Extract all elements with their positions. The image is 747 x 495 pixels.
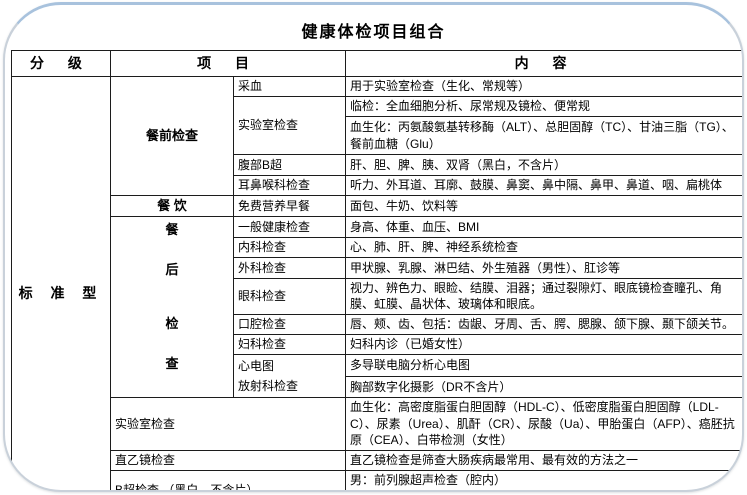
item-lab-exam: 实验室检查 (109, 397, 347, 451)
item-free-breakfast: 免费营养早餐 (232, 195, 347, 217)
item-gynecology-exam: 妇科检查 (232, 334, 347, 356)
header-grade: 分 级 (11, 50, 111, 77)
header-item: 项 目 (109, 50, 347, 77)
content-ecg: 多导联电脑分析心电图 (345, 354, 742, 377)
content-radiology-exam: 胸部数字化摄影（DR不含片） (345, 375, 742, 399)
table-row: 餐 饮 免费营养早餐 面包、牛奶、饮料等 (12, 195, 742, 217)
table-row: 耳鼻喉科检查 听力、外耳道、耳廓、鼓膜、鼻窦、鼻中隔、鼻甲、鼻道、咽、扁桃体 (12, 175, 742, 196)
content-lab-exam: 血生化：高密度脂蛋白胆固醇（HDL-C）、低密度脂蛋白胆固醇（LDL-C）、尿素… (345, 397, 742, 451)
content-oral-exam: 唇、颊、齿、包括：齿龈、牙周、舌、腭、腮腺、颌下腺、颞下颌关节。 (345, 314, 742, 336)
post-meal-char: 查 (165, 355, 179, 371)
table-row: 眼科检查 视力、辨色力、眼睑、结膜、泪器；通过裂隙灯、眼底镜检查瞳孔、角膜、虹膜… (12, 277, 742, 316)
header-row: 分 级 项 目 内 容 (11, 50, 742, 77)
content-internal-medicine: 心、肺、肝、脾、神经系统检查 (345, 236, 742, 258)
content-b-ultrasound-male: 男：前列腺超声检查（腔内） (345, 469, 742, 490)
item-sigmoidoscopy: 直乙镜检查 (109, 449, 347, 471)
table-row: 实验室检查 血生化：高密度脂蛋白胆固醇（HDL-C）、低密度脂蛋白胆固醇（LDL… (12, 397, 742, 451)
item-abdominal-ultrasound: 腹部B超 (232, 154, 347, 176)
table-row: 妇科检查 妇科内诊（已婚女性） (12, 334, 742, 356)
content-lab-clinical: 临检：全血细胞分析、尿常规及镜检、便常规 (345, 96, 742, 117)
content-sigmoidoscopy: 直乙镜检查是筛查大肠疾病最常用、最有效的方法之一 (345, 449, 742, 471)
item-general-exam: 一般健康检查 (232, 215, 347, 238)
table-row: 直乙镜检查 直乙镜检查是筛查大肠疾病最常用、最有效的方法之一 (12, 449, 742, 471)
group-meal-cell: 餐 饮 (110, 195, 234, 217)
content-lab-biochemistry: 血生化：丙氨酸氨基转移酶（ALT）、总胆固醇（TC）、甘油三脂（TG）、餐前血糖… (345, 116, 742, 155)
table-row: 餐 后 检 查 一般健康检查 身高、体重、血压、BMI (12, 215, 742, 399)
table-row: 标 准 型 餐前检查 采血 用于实验室检查（生化、常规等） (11, 76, 742, 490)
content-abdominal-ultrasound: 肝、胆、脾、胰、双肾（黑白，不含片） (345, 154, 742, 176)
rounded-frame: 健康体检项目组合 分 级 项 目 内 容 标 准 型 餐前检查 采血 用于实验室… (3, 2, 744, 492)
post-meal-char: 检 (165, 315, 179, 331)
post-meal-char: 餐 (165, 221, 179, 237)
item-lab-pre-meal: 实验室检查 (232, 96, 347, 155)
item-eye-exam: 眼科检查 (232, 277, 347, 316)
group-pre-meal-cell: 餐前检查 (110, 76, 234, 196)
item-oral-exam: 口腔检查 (232, 314, 347, 336)
item-ent-exam: 耳鼻喉科检查 (232, 175, 347, 196)
content-gynecology-exam: 妇科内诊（已婚女性） (345, 334, 742, 356)
health-exam-table: 分 级 项 目 内 容 标 准 型 餐前检查 采血 用于实验室检查（生化、常规等… (11, 50, 742, 490)
item-b-ultrasound: B超检查 （黑白，不含片） (109, 469, 347, 490)
page-title: 健康体检项目组合 (301, 24, 446, 41)
content-free-breakfast: 面包、牛奶、饮料等 (345, 195, 742, 217)
post-meal-char: 后 (165, 261, 179, 277)
table-row: 外科检查 甲状腺、乳腺、淋巴结、外生殖器（男性）、肛诊等 (12, 256, 742, 279)
table-row: 心电图 放射科检查 多导联电脑分析心电图 (12, 354, 742, 399)
content-general-exam: 身高、体重、血压、BMI (345, 215, 742, 238)
item-blood-draw: 采血 (232, 76, 347, 97)
item-ecg: 心电图 (238, 359, 275, 374)
table-row: B超检查 （黑白，不含片） 男：前列腺超声检查（腔内） (12, 469, 742, 490)
content-eye-exam: 视力、辨色力、眼睑、结膜、泪器；通过裂隙灯、眼底镜检查瞳孔、角膜、虹膜、晶状体、… (345, 277, 742, 316)
item-radiology-exam: 放射科检查 (238, 379, 299, 394)
grade-standard-cell: 标 准 型 (11, 76, 111, 490)
item-internal-medicine: 内科检查 (232, 236, 347, 258)
content-b-ultrasound-female: 女：乳腺超声、盆腔超声（已婚腔内，未婚体外） (345, 489, 742, 490)
item-ecg-radiology: 心电图 放射科检查 (232, 354, 347, 399)
table-row: 实验室检查 临检：全血细胞分析、尿常规及镜检、便常规 (12, 96, 742, 155)
content-ent-exam: 听力、外耳道、耳廓、鼓膜、鼻窦、鼻中隔、鼻甲、鼻道、咽、扁桃体 (345, 175, 742, 196)
table-row: 女：乳腺超声、盆腔超声（已婚腔内，未婚体外） (345, 489, 742, 490)
group-post-meal-cell: 餐 后 检 查 (110, 215, 234, 399)
content-surgery-exam: 甲状腺、乳腺、淋巴结、外生殖器（男性）、肛诊等 (345, 256, 742, 279)
table-row: 血生化：丙氨酸氨基转移酶（ALT）、总胆固醇（TC）、甘油三脂（TG）、餐前血糖… (12, 116, 742, 155)
item-surgery-exam: 外科检查 (232, 256, 347, 279)
header-content: 内 容 (345, 50, 742, 77)
content-blood-draw: 用于实验室检查（生化、常规等） (345, 76, 742, 97)
